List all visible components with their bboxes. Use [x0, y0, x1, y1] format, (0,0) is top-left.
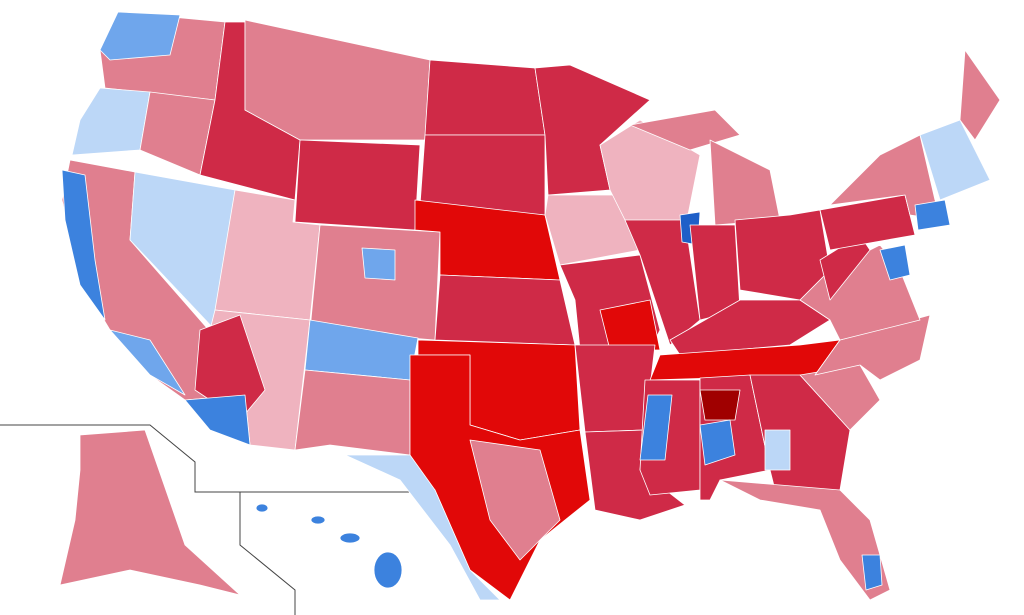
district [184, 394, 251, 446]
district [109, 329, 186, 396]
montana [244, 19, 431, 141]
wyoming [294, 139, 421, 231]
alaska [59, 429, 241, 596]
district [599, 299, 661, 351]
district [861, 554, 883, 591]
district [344, 454, 501, 601]
hawaii [255, 503, 269, 513]
district [61, 169, 106, 321]
north-dakota [424, 59, 546, 136]
pennsylvania [819, 194, 916, 251]
hawaii [339, 532, 361, 544]
district [361, 247, 396, 281]
district [699, 419, 736, 466]
district [99, 11, 181, 61]
michigan [709, 139, 781, 226]
michigan-upper [629, 109, 741, 151]
maryland [879, 244, 911, 281]
florida [719, 479, 891, 601]
district [194, 314, 266, 421]
new-england [919, 119, 991, 201]
district [914, 199, 951, 231]
district [469, 439, 561, 561]
new-mexico [294, 369, 411, 456]
kansas [434, 274, 576, 346]
hawaii [373, 551, 403, 589]
inset-border [0, 424, 296, 615]
colorado [309, 224, 441, 341]
district [639, 394, 673, 461]
hawaii [310, 515, 326, 525]
maine [959, 49, 1001, 141]
district [699, 389, 741, 421]
district [71, 87, 151, 156]
district [764, 429, 791, 471]
